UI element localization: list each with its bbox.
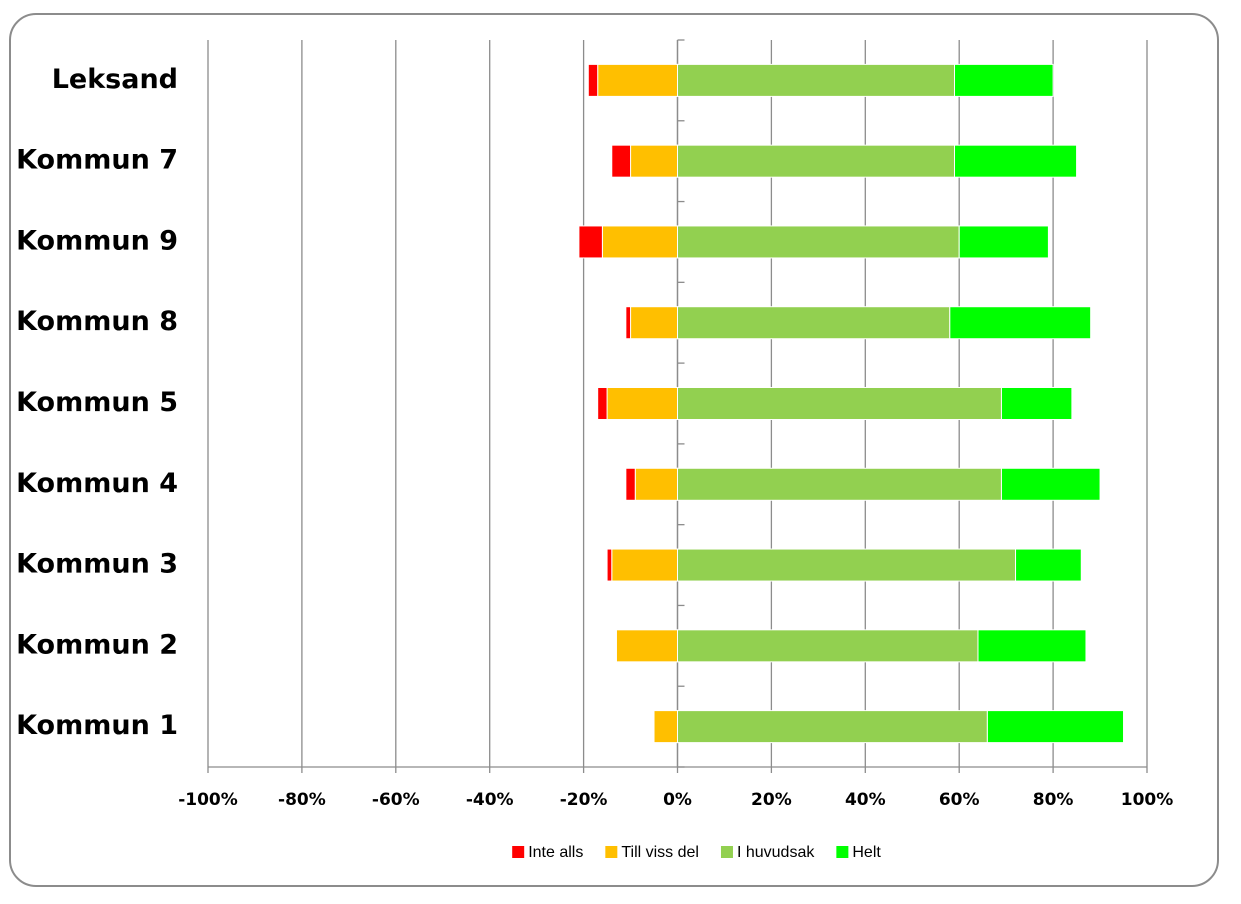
bar-segment (677, 548, 1017, 582)
x-tick-label: -100% (178, 790, 238, 810)
legend-label: Till viss del (621, 844, 699, 861)
bar-segment (677, 710, 988, 744)
bar-segment (606, 548, 613, 582)
bar-segment (597, 63, 678, 97)
bar-segment (630, 144, 678, 178)
legend-swatch (512, 846, 525, 858)
bar-segment (601, 225, 679, 259)
category-label: Kommun 3 (16, 549, 178, 580)
x-tick-label: -40% (466, 790, 514, 810)
bar-segment (677, 387, 1002, 420)
bar-segment (954, 144, 1078, 178)
bar-segment (677, 225, 960, 259)
legend-swatch (836, 846, 849, 858)
x-tick-label: 80% (1033, 790, 1074, 810)
bar-segment (578, 225, 603, 259)
bar-segment (1015, 548, 1082, 582)
legend-swatch (605, 846, 618, 858)
bar-segment (677, 144, 956, 178)
bar-segment (986, 710, 1125, 744)
bar-segment (677, 467, 1002, 501)
bar-segment (606, 387, 679, 420)
x-tick-label: 20% (751, 790, 792, 810)
bar-segment (611, 144, 632, 178)
category-label: Kommun 5 (16, 387, 178, 418)
bar-segment (954, 63, 1054, 97)
bar-segment (1000, 467, 1101, 501)
bar-segment (949, 306, 1092, 340)
bar-segment (615, 629, 679, 663)
bar-segment (977, 629, 1087, 663)
category-label: Kommun 2 (16, 629, 178, 660)
legend-label: I huvudsak (737, 844, 815, 861)
bar-segment (677, 63, 956, 97)
bar-segment (630, 306, 678, 340)
legend-swatch (720, 846, 733, 858)
category-label: Kommun 1 (16, 710, 178, 741)
category-label: Kommun 4 (16, 468, 178, 499)
x-tick-label: 0% (663, 790, 692, 810)
bar-segment (653, 710, 679, 744)
bar-segment (611, 548, 679, 582)
category-label: Kommun 7 (16, 145, 178, 176)
category-label: Leksand (52, 64, 178, 95)
bar-segment (597, 387, 608, 420)
bar-segment (677, 306, 951, 340)
bar-segment (625, 467, 636, 501)
x-tick-label: 100% (1121, 790, 1174, 810)
x-tick-label: -80% (278, 790, 326, 810)
bar-segment (587, 63, 599, 97)
legend-label: Inte alls (528, 844, 583, 861)
bar-segment (625, 306, 632, 340)
category-label: Kommun 8 (16, 306, 178, 337)
x-tick-label: -60% (372, 790, 420, 810)
category-label: Kommun 9 (16, 225, 178, 256)
x-tick-label: 60% (939, 790, 980, 810)
bar-segment (958, 225, 1049, 259)
x-tick-label: -20% (560, 790, 608, 810)
legend-label: Helt (852, 844, 881, 861)
bar-segment (634, 467, 678, 501)
bar-segment (677, 629, 979, 663)
x-tick-label: 40% (845, 790, 886, 810)
bar-segment (1000, 387, 1073, 420)
